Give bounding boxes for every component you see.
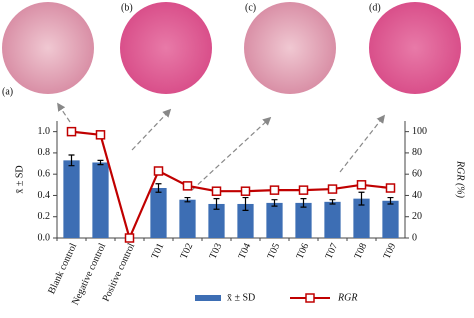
arrow [131,108,172,151]
bar [295,202,312,238]
error-bar [213,198,220,210]
bar [237,203,254,238]
y2-tick-label: 0 [412,232,417,243]
line-marker [124,233,135,243]
micrograph [120,2,212,94]
panel-label: (d) [369,2,381,13]
error-bar [300,198,307,208]
panel-label: (b) [121,2,133,13]
y-tick-label: 0.6 [38,168,51,179]
error-bar [387,196,394,205]
line-marker [269,185,280,195]
x-tick-label: T06 [295,242,312,261]
line [71,130,391,242]
x-tick-label: T07 [324,242,341,261]
x-tick-label: T02 [179,242,196,261]
line-marker [356,180,367,190]
y-tick-label: 0.8 [38,147,51,158]
bar [382,200,399,238]
line-marker [153,166,164,176]
legend-label: x̄ ± SD [227,292,255,303]
x-tick-label: T08 [353,242,370,261]
bar [353,198,370,238]
error-bar [329,199,336,205]
line-marker [95,130,106,140]
bar [208,203,225,238]
line-marker [240,186,251,196]
y-tick-label: 0.2 [38,211,51,222]
arrow [57,102,71,123]
error-bar [184,196,191,203]
bar [266,202,283,238]
legend-swatch [305,293,315,303]
y2-tick-label: 60 [412,168,422,179]
error-bar [242,196,249,211]
error-bar [271,199,278,207]
y2-tick-label: 80 [412,147,422,158]
x-tick-label: T05 [266,242,283,261]
y-tick-label: 0.4 [38,190,51,201]
legend-swatch [195,295,221,301]
x-tick-label: T03 [208,242,225,261]
micrograph [244,2,336,94]
line-marker [66,126,77,137]
error-bar [155,183,162,193]
panel-label: (c) [245,2,256,13]
line-marker [211,186,222,196]
micrograph [369,2,461,94]
line-marker [298,185,309,195]
x-tick-label: T04 [237,242,254,261]
error-bar [68,154,75,167]
y2-tick-label: 40 [412,190,422,201]
x-tick-label: T01 [150,242,167,261]
arrow [191,116,272,191]
y-tick-label: 0.0 [38,232,51,243]
arrow [339,114,386,173]
legend-label: RGR [337,292,357,303]
line-marker [182,181,193,191]
y2-tick-label: 100 [412,126,427,137]
panel-label: (a) [2,86,13,97]
y-axis-label: x̄ ± SD [14,165,25,193]
line-marker [327,184,338,194]
error-bar [358,191,365,206]
line-marker [385,183,396,193]
bar [324,201,341,238]
y2-axis-label: RGR (%) [455,160,466,199]
bar [179,199,196,238]
x-tick-label: T09 [382,242,399,261]
x-tick-label: Blank control [46,241,79,295]
y2-tick-label: 20 [412,211,422,222]
micrograph [2,2,94,94]
bar [63,160,80,238]
bar [92,162,109,238]
error-bar [97,159,104,166]
y-tick-label: 1.0 [38,126,51,137]
bar [150,188,167,238]
